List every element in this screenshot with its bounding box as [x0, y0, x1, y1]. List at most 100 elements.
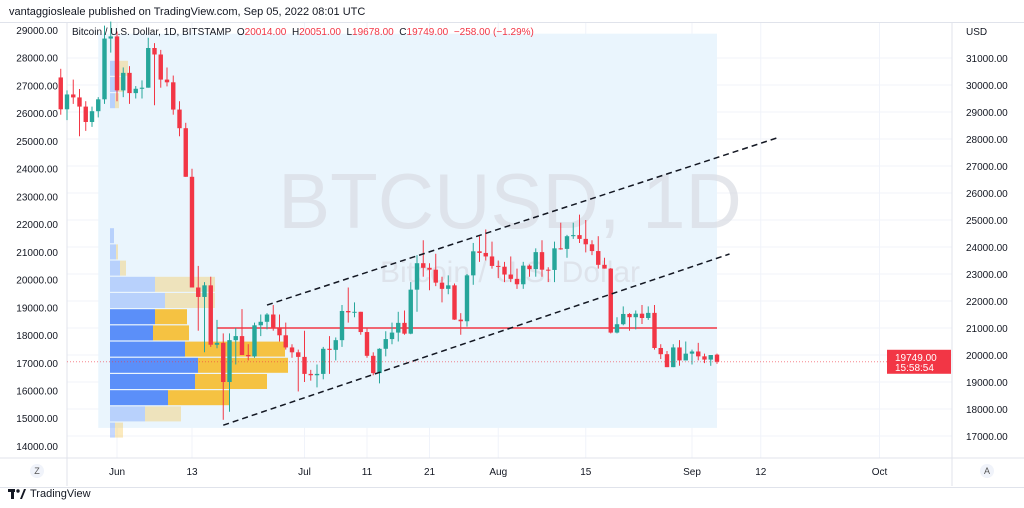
- candle-body: [502, 266, 507, 275]
- candle-body: [627, 313, 632, 318]
- candle-body: [439, 282, 445, 289]
- volume-profile-up-bar: [110, 276, 155, 292]
- candle-body: [246, 355, 251, 357]
- left-axis-tick: 21000.00: [16, 248, 58, 259]
- right-axis-tick: 26000.00: [966, 189, 1008, 200]
- candle-body: [596, 251, 601, 265]
- volume-profile-down-bar: [155, 309, 187, 325]
- right-axis-tick: 19000.00: [966, 378, 1008, 389]
- chart-frame: [0, 22, 1024, 488]
- candle-body: [546, 269, 551, 271]
- right-axis-tick: 28000.00: [966, 135, 1008, 146]
- candle-body: [164, 79, 170, 83]
- candle-body: [221, 342, 226, 382]
- candle-body: [571, 235, 576, 237]
- volume-profile-down-bar: [116, 244, 118, 260]
- candle-body: [202, 285, 207, 297]
- volume-profile-up-bar: [110, 325, 153, 341]
- left-axis-tick: 15000.00: [16, 414, 58, 425]
- left-axis-tick: 14000.00: [16, 442, 58, 453]
- left-axis-tick: 24000.00: [16, 165, 58, 176]
- candle-body: [602, 264, 607, 269]
- candle-body: [427, 267, 432, 270]
- candle-body: [277, 327, 282, 336]
- candle-body: [108, 36, 113, 39]
- candle-body: [633, 313, 638, 318]
- left-axis-tick: 28000.00: [16, 54, 58, 65]
- candle-body: [333, 340, 338, 350]
- left-axis-tick: 17000.00: [16, 359, 58, 370]
- symbol-legend: Bitcoin / U.S. Dollar, 1D, BITSTAMP O200…: [72, 27, 534, 38]
- candle-body: [608, 268, 613, 333]
- candle-body: [377, 348, 382, 374]
- symbol-name: Bitcoin / U.S. Dollar, 1D, BITSTAMP: [72, 27, 232, 38]
- low-label: L: [346, 27, 353, 38]
- candle-body: [296, 352, 301, 357]
- candle-body: [714, 354, 720, 362]
- candle-body: [402, 322, 407, 334]
- volume-profile-up-bar: [110, 260, 120, 276]
- zoom-axis-button[interactable]: Z: [30, 464, 44, 478]
- candle-body: [533, 252, 538, 270]
- time-axis-tick: 12: [755, 467, 767, 478]
- candle-body: [152, 48, 157, 55]
- volume-profile-up-bar: [110, 293, 165, 308]
- candle-body: [196, 287, 201, 297]
- candle-body: [64, 94, 70, 110]
- candle-body: [664, 354, 670, 368]
- candle-body: [289, 347, 295, 353]
- candle-body: [589, 244, 595, 252]
- bar-countdown: 15:58:54: [895, 363, 934, 374]
- open-value: 20014.00: [244, 27, 287, 38]
- candle-body: [233, 336, 238, 341]
- volume-profile-up-bar: [110, 309, 155, 325]
- volume-profile-up-bar: [110, 244, 116, 260]
- volume-profile-down-bar: [118, 77, 124, 92]
- volume-profile-down-bar: [185, 341, 285, 357]
- publisher-line: vantaggiosleale published on TradingView…: [9, 6, 366, 18]
- time-axis-tick: Aug: [489, 467, 507, 478]
- candle-body: [564, 236, 570, 249]
- left-axis-tick: 27000.00: [16, 81, 58, 92]
- volume-profile-down-bar: [120, 260, 126, 276]
- candle-body: [677, 347, 682, 361]
- volume-profile-down-bar: [198, 357, 288, 373]
- time-axis-tick: Sep: [683, 467, 701, 478]
- right-axis-tick: 23000.00: [966, 270, 1008, 281]
- auto-scale-button[interactable]: A: [980, 464, 994, 478]
- candle-body: [458, 319, 463, 322]
- right-axis-tick: 17000.00: [966, 432, 1008, 443]
- volume-profile-up-bar: [110, 406, 145, 422]
- right-axis-tick: 29000.00: [966, 108, 1008, 119]
- candle-body: [258, 321, 263, 326]
- high-label: H: [291, 27, 300, 38]
- candle-body: [702, 356, 707, 360]
- volume-profile-down-bar: [153, 325, 189, 341]
- candle-body: [89, 111, 95, 122]
- footer-brand: TradingView: [8, 488, 91, 500]
- right-axis-tick: 30000.00: [966, 81, 1008, 92]
- candle-body: [183, 128, 188, 177]
- candle-body: [421, 263, 426, 268]
- left-axis-tick: 29000.00: [16, 26, 58, 37]
- candle-body: [646, 312, 651, 319]
- left-axis-tick: 18000.00: [16, 331, 58, 342]
- right-axis-tick: 22000.00: [966, 297, 1008, 308]
- candle-body: [114, 36, 120, 91]
- candle-body: [639, 313, 645, 319]
- open-label: O: [236, 27, 245, 38]
- candle-body: [471, 251, 476, 276]
- candle-body: [314, 373, 320, 376]
- time-axis-tick: 13: [186, 467, 198, 478]
- watermark-symbol: BTCUSD, 1D: [278, 157, 742, 245]
- candle-body: [364, 332, 370, 356]
- time-axis-tick: 15: [580, 467, 592, 478]
- candle-body: [477, 251, 482, 253]
- candle-body: [189, 176, 195, 288]
- candle-body: [58, 77, 63, 110]
- candle-body: [96, 99, 101, 112]
- brand-name: TradingView: [30, 488, 91, 500]
- candle-body: [658, 347, 663, 355]
- last-price-badge: [887, 349, 951, 374]
